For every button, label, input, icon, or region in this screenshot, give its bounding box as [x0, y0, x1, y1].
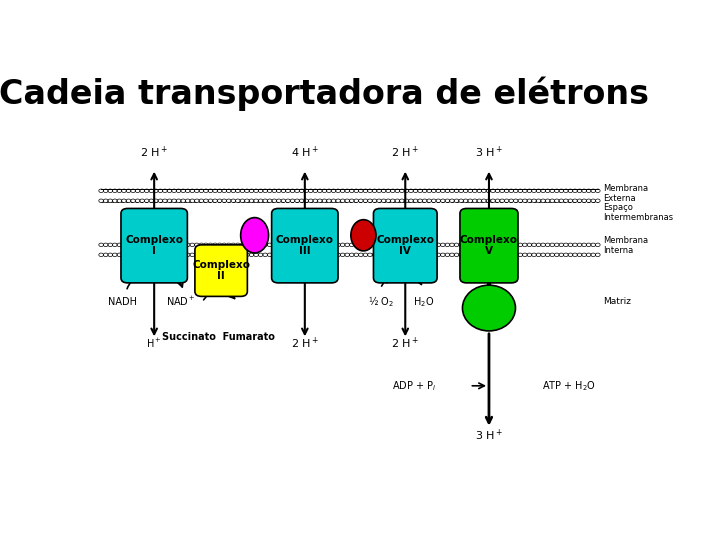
Text: Complexo
I: Complexo I: [125, 235, 183, 256]
Text: Complexo
III: Complexo III: [276, 235, 334, 256]
Text: ½ O$_2$: ½ O$_2$: [369, 294, 395, 309]
Text: 4 H$^+$: 4 H$^+$: [291, 145, 319, 160]
FancyBboxPatch shape: [195, 245, 248, 296]
FancyBboxPatch shape: [271, 208, 338, 283]
Ellipse shape: [351, 220, 376, 251]
Text: 2 H$^+$: 2 H$^+$: [140, 145, 168, 160]
Text: ADP + P$_i$: ADP + P$_i$: [392, 379, 436, 393]
Text: NADH: NADH: [108, 297, 137, 307]
Text: Membrana
Interna: Membrana Interna: [603, 236, 649, 255]
FancyBboxPatch shape: [121, 208, 187, 283]
Text: H$_2$O: H$_2$O: [413, 295, 434, 309]
Text: Complexo
V: Complexo V: [460, 235, 518, 256]
Ellipse shape: [462, 285, 516, 331]
Text: Complexo
II: Complexo II: [192, 260, 250, 281]
Text: Succinato  Fumarato: Succinato Fumarato: [162, 332, 275, 342]
Text: ATP + H$_2$O: ATP + H$_2$O: [542, 379, 596, 393]
Text: Matriz: Matriz: [603, 298, 631, 306]
Ellipse shape: [240, 218, 269, 253]
Text: H$^+$: H$^+$: [146, 337, 162, 350]
FancyBboxPatch shape: [374, 208, 437, 283]
Text: 2 H$^+$: 2 H$^+$: [391, 145, 419, 160]
Text: Cadeia transportadora de elétrons: Cadeia transportadora de elétrons: [0, 77, 649, 111]
Text: Complexo
IV: Complexo IV: [377, 235, 434, 256]
Text: Espaço
Intermembranas: Espaço Intermembranas: [603, 202, 673, 222]
Text: 2 H$^+$: 2 H$^+$: [291, 336, 319, 351]
FancyBboxPatch shape: [460, 208, 518, 283]
Text: NAD$^+$: NAD$^+$: [166, 295, 195, 308]
Text: 2 H$^+$: 2 H$^+$: [391, 336, 419, 351]
Text: 3 H$^+$: 3 H$^+$: [475, 427, 503, 442]
Text: Membrana
Externa: Membrana Externa: [603, 184, 649, 204]
Text: 3 H$^+$: 3 H$^+$: [475, 145, 503, 160]
